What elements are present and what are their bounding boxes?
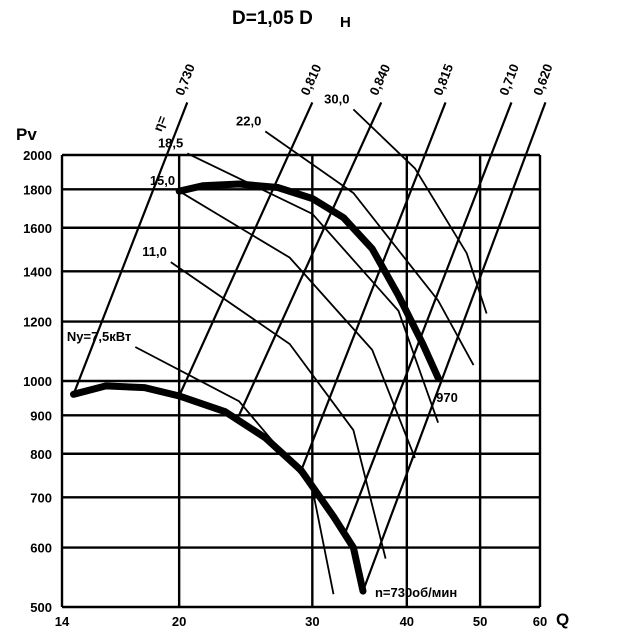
x-tick-label: 20 (172, 614, 186, 629)
series-label: n=730об/мин (375, 585, 457, 600)
x-axis-title: Q (556, 610, 569, 629)
x-tick-label: 30 (305, 614, 319, 629)
y-tick-label: 900 (30, 408, 52, 423)
efficiency-label: 0,620 (530, 62, 555, 98)
y-tick-label: 2000 (23, 148, 52, 163)
efficiency-line (238, 101, 383, 416)
y-axis-title: Pv (16, 125, 37, 144)
power-label: 11,0 (142, 244, 167, 259)
efficiency-line (361, 102, 547, 592)
efficiency-label: 0,730 (172, 62, 198, 98)
x-tick-label: 60 (533, 614, 547, 629)
power-line (178, 190, 416, 459)
y-tick-label: 500 (30, 600, 52, 615)
y-tick-label: 600 (30, 541, 52, 556)
power-line (352, 108, 488, 314)
power-label: 22,0 (236, 113, 261, 128)
y-tick-label: 1800 (23, 182, 52, 197)
efficiency-line (342, 102, 513, 538)
y-tick-label: 800 (30, 447, 52, 462)
efficiency-label: 0,840 (366, 62, 393, 98)
power-label: 30,0 (324, 91, 349, 106)
power-label: 18,5 (158, 135, 183, 150)
chart-title: D=1,05 D (232, 8, 313, 29)
x-tick-label: 14 (55, 614, 70, 629)
performance-curves (70, 180, 442, 595)
chart-title-subscript: Н (340, 14, 351, 31)
power-label: 15,0 (150, 173, 175, 188)
power-line (264, 130, 475, 366)
power-lines (134, 108, 488, 595)
x-tick-label: 40 (400, 614, 414, 629)
efficiency-lines (72, 101, 547, 592)
y-tick-label: 1000 (23, 374, 52, 389)
grid (60, 153, 542, 609)
efficiency-label: 0,815 (430, 62, 456, 98)
efficiency-line (300, 102, 447, 471)
efficiency-line (178, 101, 314, 397)
y-tick-label: 1200 (23, 315, 52, 330)
power-line (170, 261, 387, 559)
title: D=1,05 D Н (232, 8, 351, 31)
y-tick-label: 1600 (23, 221, 52, 236)
y-tick-label: 1400 (23, 264, 52, 279)
x-tick-label: 50 (473, 614, 487, 629)
performance-curve (175, 180, 442, 382)
tick-labels: 500 600 700 800 900 1000 1200 1400 1600 1800 2000 1… (23, 148, 547, 629)
power-label: Ny=7,5кВт (67, 329, 131, 344)
series-label: 970 (436, 390, 458, 405)
efficiency-label: 0,710 (496, 62, 522, 98)
y-tick-label: 700 (30, 490, 52, 505)
efficiency-label: 0,810 (297, 62, 324, 98)
performance-curve (70, 382, 367, 595)
efficiency-line (72, 102, 189, 395)
eta-symbol: η= (150, 113, 170, 133)
